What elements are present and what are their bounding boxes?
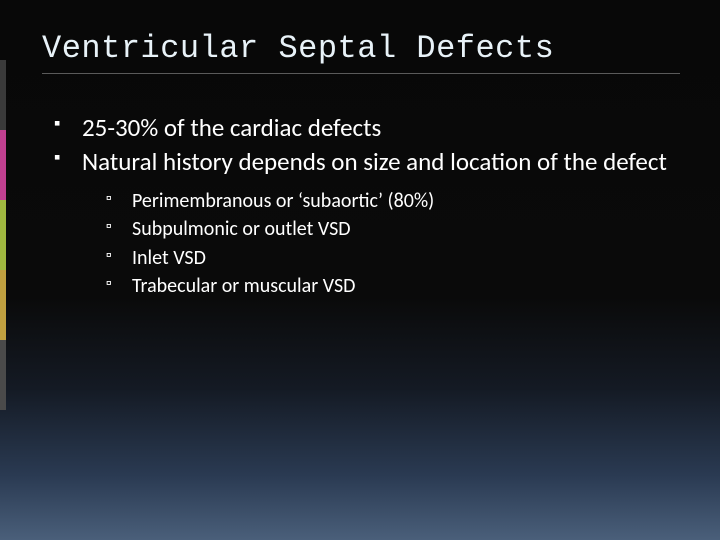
color-tab <box>0 200 6 270</box>
main-bullet-list: 25-30% of the cardiac defects Natural hi… <box>42 112 682 300</box>
slide-content: Ventricular Septal Defects 25-30% of the… <box>42 30 682 302</box>
accent-color-tabs <box>0 60 6 410</box>
sub-list-item: Trabecular or muscular VSD <box>106 273 682 299</box>
color-tab <box>0 340 6 410</box>
sub-bullet-list: Perimembranous or ‘subaortic’ (80%) Subp… <box>82 188 682 300</box>
color-tab <box>0 130 6 200</box>
sub-list-item: Subpulmonic or outlet VSD <box>106 216 682 242</box>
color-tab <box>0 60 6 130</box>
slide-title: Ventricular Septal Defects <box>42 30 682 67</box>
sub-list-item: Perimembranous or ‘subaortic’ (80%) <box>106 188 682 214</box>
bullet-text: Natural history depends on size and loca… <box>82 146 667 177</box>
bullet-text: 25-30% of the cardiac defects <box>82 112 381 143</box>
color-tab <box>0 270 6 340</box>
sub-list-item: Inlet VSD <box>106 245 682 271</box>
title-underline <box>42 73 680 74</box>
list-item: 25-30% of the cardiac defects <box>54 112 682 144</box>
list-item: Natural history depends on size and loca… <box>54 146 682 300</box>
